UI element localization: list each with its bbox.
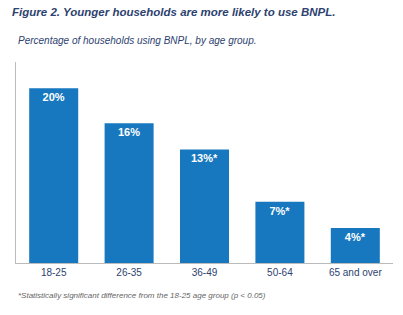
svg-text:26-35: 26-35 — [116, 267, 142, 278]
svg-text:16%: 16% — [118, 126, 140, 138]
svg-text:50-64: 50-64 — [267, 267, 293, 278]
svg-text:13%*: 13%* — [191, 152, 218, 164]
svg-text:4%*: 4%* — [345, 231, 366, 243]
svg-text:18-25: 18-25 — [41, 267, 67, 278]
svg-text:20%: 20% — [43, 91, 65, 103]
svg-text:65 and over: 65 and over — [329, 267, 382, 278]
svg-text:*Statistically significant dif: *Statistically significant difference fr… — [18, 291, 266, 300]
svg-text:Figure 2. Younger households a: Figure 2. Younger households are more li… — [12, 6, 335, 18]
svg-text:7%*: 7%* — [269, 205, 290, 217]
svg-text:36-49: 36-49 — [192, 267, 218, 278]
svg-text:Percentage of households using: Percentage of households using BNPL, by … — [18, 35, 257, 46]
